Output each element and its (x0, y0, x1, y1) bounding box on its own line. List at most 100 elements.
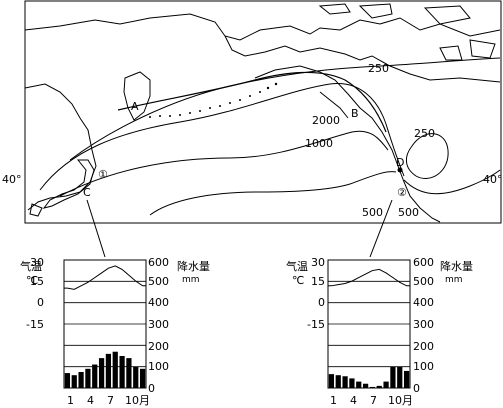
month-tick-4: 4 (350, 394, 357, 407)
island-3 (423, 5, 471, 25)
point-label-b: B (351, 107, 359, 120)
left-tick-0: 0 (318, 296, 325, 309)
isoline-500-east (403, 169, 501, 195)
left-tick-30: 30 (30, 256, 44, 269)
north-coastline (24, 13, 501, 41)
isoline-label-500-right: 500 (398, 206, 419, 219)
point-label-c: C (83, 186, 91, 199)
climate-chart-2: 气温 ℃ 降水量 mm 30 15 0 -15 600 500 400 300 … (286, 256, 473, 407)
kamchatka (123, 71, 151, 121)
precip-title: 降水量 (177, 259, 210, 273)
alaska-coast-2 (319, 91, 349, 119)
right-tick-400: 400 (413, 296, 434, 309)
right-tick-600: 600 (413, 256, 434, 269)
isoline-label-2000: 2000 (312, 114, 340, 127)
precip-bar-1 (64, 373, 71, 388)
precip-bar-11 (133, 366, 139, 388)
precip-bar-5 (356, 381, 362, 388)
month-tick-7: 7 (370, 394, 377, 407)
aleutian-trench (117, 71, 387, 133)
north-coastline-2 (224, 35, 501, 83)
japan (42, 159, 95, 209)
point-label-a: A (131, 100, 139, 113)
island-4 (469, 39, 496, 59)
climate-chart-1: 气温 ℃ 降水量 mm 30 15 0 -15 600 500 400 300 … (20, 256, 210, 407)
right-tick-400: 400 (148, 296, 169, 309)
precip-bar-11 (397, 366, 403, 388)
isoline-label-250-north: 250 (368, 62, 389, 75)
left-tick-neg15: -15 (26, 318, 44, 331)
month-tick-10: 10月 (125, 394, 150, 407)
precip-bar-3 (342, 376, 348, 388)
month-tick-1: 1 (67, 394, 74, 407)
island-1 (318, 3, 351, 15)
lat-label-left: 40° (2, 173, 22, 186)
isoline-250-closed (406, 133, 449, 179)
point-d-marker (397, 167, 403, 173)
alaska-coast (254, 65, 441, 223)
right-tick-100: 100 (413, 360, 434, 373)
right-tick-600: 600 (148, 256, 169, 269)
temperature-curve (328, 268, 410, 287)
island-2 (358, 3, 393, 19)
aleutian-islands (149, 82, 278, 118)
precip-bar-9 (119, 356, 125, 388)
right-tick-500: 500 (148, 275, 169, 288)
isoline-label-1000: 1000 (305, 137, 333, 150)
map-panel: 40° 40° 250 2000 1000 250 500 500 A B C … (2, 0, 503, 224)
point-label-d: D (396, 156, 404, 169)
precip-bar-8 (112, 351, 118, 388)
left-tick-15: 15 (30, 275, 44, 288)
precip-unit: mm (445, 275, 463, 285)
precip-bar-6 (98, 358, 105, 388)
precip-bar-1 (328, 374, 335, 388)
precip-unit: mm (182, 275, 200, 285)
temp-unit: ℃ (292, 274, 304, 287)
right-tick-100: 100 (148, 360, 169, 373)
isoline-label-250-east: 250 (414, 127, 435, 140)
right-tick-500: 500 (413, 275, 434, 288)
right-tick-300: 300 (148, 318, 169, 331)
precip-bar-4 (349, 378, 355, 388)
right-tick-300: 300 (413, 318, 434, 331)
temp-unit: ℃ (26, 274, 38, 287)
isoline-1000 (59, 130, 389, 197)
asia-coast (24, 83, 97, 211)
precip-bar-7 (105, 353, 112, 388)
isoline-500 (149, 171, 397, 216)
left-tick-15: 15 (311, 275, 325, 288)
month-tick-10: 10月 (388, 394, 413, 407)
left-tick-neg15: -15 (307, 318, 325, 331)
precip-bar-10 (126, 358, 132, 388)
precip-bar-12 (403, 370, 410, 388)
precip-bar-5 (92, 364, 98, 388)
precip-bar-4 (85, 368, 91, 388)
precip-bar-10 (390, 366, 396, 388)
month-tick-1: 1 (330, 394, 337, 407)
precip-bar-12 (139, 368, 146, 388)
left-tick-30: 30 (311, 256, 325, 269)
precip-bar-3 (78, 372, 84, 388)
month-tick-7: 7 (107, 394, 114, 407)
right-tick-200: 200 (413, 340, 434, 353)
precip-bar-9 (383, 381, 389, 388)
precip-bar-2 (71, 375, 77, 388)
japan-south (29, 203, 43, 217)
precip-bar-2 (335, 375, 341, 388)
right-tick-0: 0 (148, 382, 155, 395)
precip-bar-8 (376, 385, 382, 388)
month-tick-4: 4 (87, 394, 94, 407)
temperature-curve (64, 265, 146, 290)
precip-title: 降水量 (440, 259, 473, 273)
temp-title: 气温 (286, 259, 308, 273)
right-tick-200: 200 (148, 340, 169, 353)
left-tick-0: 0 (37, 296, 44, 309)
right-tick-0: 0 (413, 382, 420, 395)
circled-label-2: ② (397, 186, 407, 199)
isoline-250-north (69, 57, 501, 161)
leader-line-c (86, 199, 106, 258)
isoline-2000 (39, 83, 405, 191)
temp-title: 气温 (20, 259, 42, 273)
map-frame (24, 0, 502, 224)
